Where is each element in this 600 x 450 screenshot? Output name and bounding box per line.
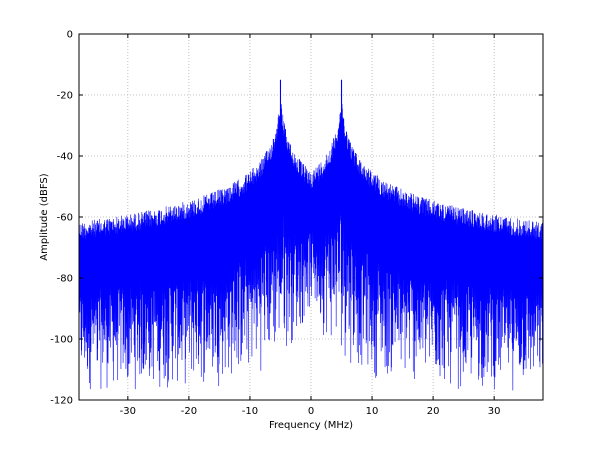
y-tick-label: -120 xyxy=(50,396,73,407)
y-axis-label: Amplitude (dBFS) xyxy=(39,173,50,260)
x-tick-label: 10 xyxy=(366,406,379,417)
x-tick-label: 0 xyxy=(308,406,314,417)
x-axis-label: Frequency (MHz) xyxy=(269,420,353,431)
spectral-spikes xyxy=(96,79,526,376)
axis-ticks: -30 -20 -10 0 10 20 300-20-40-60-80-100-120 xyxy=(50,30,543,417)
noise-floor-trace xyxy=(79,94,543,391)
x-tick-label: -10 xyxy=(242,406,258,417)
y-tick-label: -40 xyxy=(57,152,73,163)
x-tick-label: -30 xyxy=(120,406,136,417)
y-tick-label: -100 xyxy=(50,335,73,346)
y-tick-label: -80 xyxy=(57,274,73,285)
x-tick-label: 20 xyxy=(427,406,440,417)
x-tick-label: -20 xyxy=(181,406,197,417)
y-tick-label: -20 xyxy=(57,91,73,102)
x-tick-label: 30 xyxy=(488,406,501,417)
y-tick-label: -60 xyxy=(57,213,73,224)
y-tick-label: 0 xyxy=(67,30,73,41)
plot-area xyxy=(79,79,543,391)
